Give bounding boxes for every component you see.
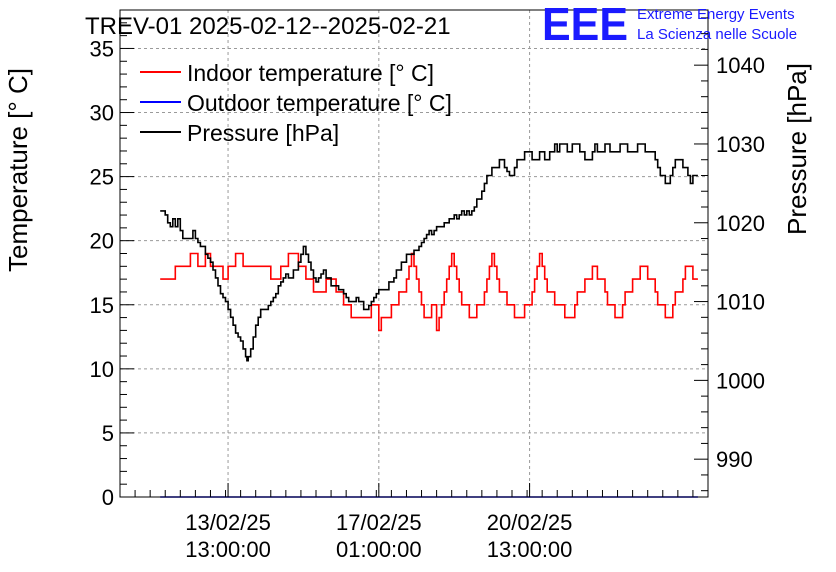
y-axis-label: Temperature [° C] <box>3 68 33 272</box>
y-tick-label: 25 <box>90 165 114 190</box>
y-tick-label: 10 <box>90 357 114 382</box>
x-tick-label: 13:00:00 <box>185 537 271 562</box>
y2-tick-label: 1010 <box>716 290 765 315</box>
y-tick-label: 5 <box>102 421 114 446</box>
y2-axis-label: Pressure [hPa] <box>782 63 812 235</box>
axes: 0510152025303513/02/2513:00:0017/02/2501… <box>90 10 765 562</box>
y-tick-label: 20 <box>90 229 114 254</box>
x-tick-label: 17/02/25 <box>336 510 422 535</box>
x-tick-label: 01:00:00 <box>336 537 422 562</box>
org-name-line2: La Scienza nelle Scuole <box>637 26 797 43</box>
pressure-series-line <box>160 143 698 362</box>
org-name-line1: Extreme Energy Events <box>637 6 795 23</box>
grid-lines <box>120 10 708 497</box>
y-tick-label: 35 <box>90 36 114 61</box>
y2-tick-label: 990 <box>716 447 753 472</box>
x-tick-label: 20/02/25 <box>487 510 573 535</box>
y-tick-label: 30 <box>90 101 114 126</box>
eee-logo: EEE <box>542 0 628 50</box>
y-tick-label: 0 <box>102 485 114 510</box>
legend-label-outdoor-temperature: Outdoor temperature [° C] <box>187 90 452 116</box>
x-tick-label: 13/02/25 <box>185 510 271 535</box>
legend-label-indoor-temperature: Indoor temperature [° C] <box>187 60 434 86</box>
x-tick-label: 13:00:00 <box>487 537 573 562</box>
indoor-temperature-series-line <box>160 252 698 332</box>
y-tick-label: 15 <box>90 293 114 318</box>
y2-tick-label: 1030 <box>716 132 765 157</box>
legend: Indoor temperature [° C] Outdoor temperat… <box>140 60 452 146</box>
legend-label-pressure: Pressure [hPa] <box>187 120 339 146</box>
y2-tick-label: 1000 <box>716 368 765 393</box>
series-layer <box>160 143 698 498</box>
y2-tick-label: 1020 <box>716 211 765 236</box>
chart-title: TREV-01 2025-02-12--2025-02-21 <box>85 13 451 40</box>
y2-tick-label: 1040 <box>716 53 765 78</box>
